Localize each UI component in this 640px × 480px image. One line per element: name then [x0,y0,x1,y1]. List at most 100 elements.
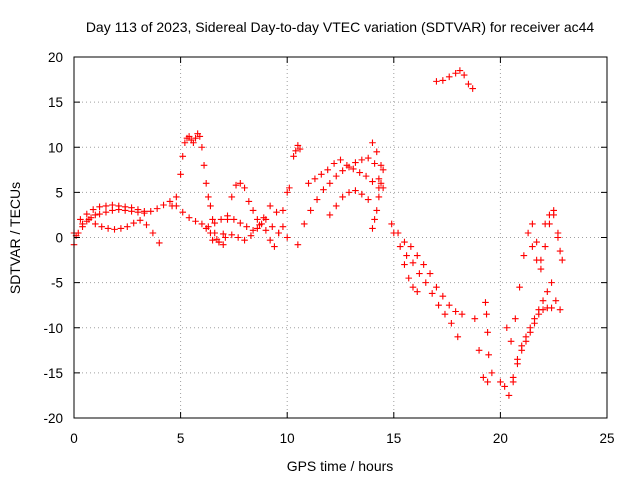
data-point [339,167,346,175]
data-point [480,374,487,381]
data-point [207,229,214,237]
data-point [420,261,427,268]
data-point [512,315,519,323]
data-point [465,80,472,88]
data-point [439,292,447,300]
x-tick-label: 5 [177,431,185,446]
data-point [166,198,174,205]
data-point [141,208,148,215]
data-point [485,351,492,359]
data-point [143,221,150,229]
data-point [379,166,387,174]
data-point [109,201,116,209]
data-point [445,301,453,309]
data-point [475,347,483,354]
data-point [388,220,395,228]
data-point [433,78,440,85]
data-point [271,243,278,250]
data-point [155,239,163,247]
data-point [518,342,526,350]
data-point [98,223,106,230]
data-point [205,193,212,201]
data-point [364,154,372,162]
data-point [202,180,210,187]
data-point [413,252,421,259]
data-point [497,378,504,386]
data-point [326,211,334,219]
data-point [390,229,398,237]
data-point [294,142,302,149]
data-point [102,208,110,216]
data-point [92,220,99,228]
data-point [262,226,270,234]
y-tick-label: 10 [48,140,63,155]
data-point [448,319,455,327]
data-point [456,67,464,74]
grid-lines [74,57,607,418]
series-prn-l [388,220,466,318]
data-point [83,210,91,218]
plot-frame [73,56,608,419]
data-point [373,207,381,214]
series-prn-k [369,166,387,232]
y-tick-label: 15 [48,95,63,110]
data-point [198,220,206,228]
data-point [373,148,381,156]
data-point [533,256,540,264]
data-point [296,145,304,153]
data-point [484,378,491,386]
data-points [70,67,566,399]
data-point [311,175,319,183]
series-prn-p [471,315,496,386]
data-point [488,369,496,377]
y-tick-label: -10 [43,321,63,336]
y-tick-label: -15 [43,366,63,381]
data-point [104,225,112,232]
data-point [173,193,180,201]
data-point [343,162,351,169]
data-point [332,202,340,210]
data-point [483,310,490,318]
y-tick-label: 0 [55,231,63,246]
data-point [375,175,383,183]
data-point [121,203,129,211]
data-point [283,234,291,241]
data-point [332,172,340,180]
data-point [102,202,110,210]
series-prn-j [326,139,385,219]
data-point [124,223,131,230]
data-point [215,238,223,246]
data-point [516,283,523,291]
data-point [279,207,287,214]
series-prn-b [72,216,163,247]
x-tick-label: 20 [493,431,508,446]
data-point [202,225,210,232]
data-point [236,180,244,187]
data-point [546,220,553,228]
data-point [441,310,449,318]
data-point [409,283,417,291]
data-point [426,270,434,277]
data-point [241,184,248,192]
data-point [458,310,466,318]
data-point [324,166,332,174]
data-point [134,206,142,213]
data-point [198,143,206,151]
data-point [377,162,385,169]
data-point [200,162,208,169]
data-point [358,156,366,164]
data-point [460,71,468,79]
data-point [409,259,417,267]
data-point [375,193,383,201]
x-tick-label: 25 [599,431,614,446]
data-point [469,85,476,92]
data-point [149,229,157,237]
data-point [320,186,327,193]
series-prn-n [401,261,421,295]
data-point [452,69,459,77]
data-point [92,211,99,219]
data-point [181,139,189,147]
data-point [249,226,257,234]
data-point [484,328,491,336]
